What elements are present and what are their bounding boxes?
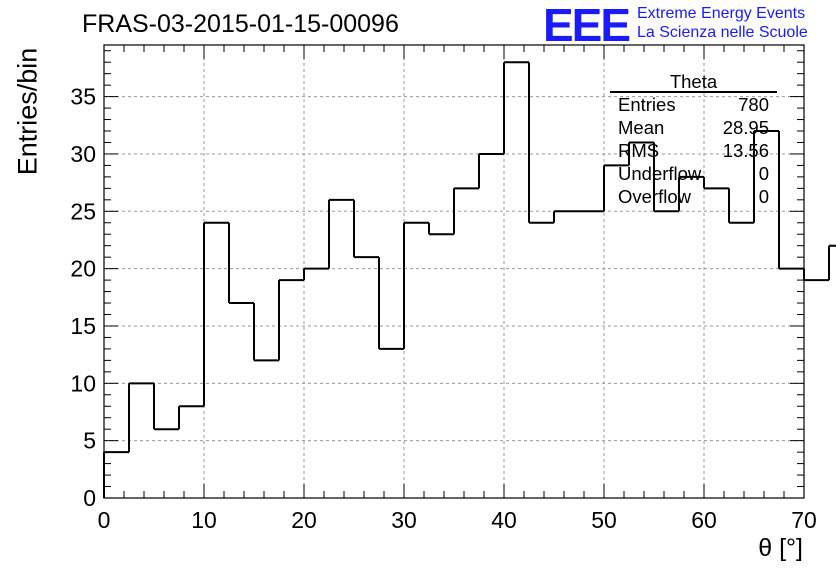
stats-label: Mean bbox=[618, 117, 665, 138]
y-tick-label: 20 bbox=[70, 256, 96, 282]
y-axis-label: Entries/bin bbox=[12, 47, 43, 176]
x-tick-label: 10 bbox=[191, 507, 217, 533]
stats-value: 0 bbox=[758, 186, 769, 207]
histogram-bin bbox=[753, 130, 779, 223]
stats-row: Overflow 0 bbox=[610, 185, 777, 208]
y-tick-label: 25 bbox=[70, 198, 96, 224]
histogram-bin bbox=[503, 61, 529, 154]
histogram-bin bbox=[653, 142, 679, 213]
x-tick-label: 0 bbox=[98, 507, 111, 533]
histogram-bin bbox=[278, 279, 304, 361]
histogram-bin bbox=[178, 405, 204, 430]
stats-label: Underflow bbox=[618, 163, 702, 184]
logo-caption-line2: La Scienza nelle Scuole bbox=[637, 24, 808, 41]
x-tick-label: 20 bbox=[291, 507, 317, 533]
histogram-bin bbox=[603, 164, 629, 212]
x-tick-label: 30 bbox=[391, 507, 417, 533]
histogram-bin bbox=[803, 268, 829, 282]
stats-row: Entries 780 bbox=[610, 93, 777, 116]
histogram-bin bbox=[328, 198, 354, 269]
histogram-bin bbox=[553, 210, 579, 223]
logo-caption-line1: Extreme Energy Events bbox=[637, 5, 806, 22]
histogram-bin bbox=[303, 267, 329, 281]
stats-label: RMS bbox=[618, 140, 660, 161]
x-tick-label: 70 bbox=[791, 507, 817, 533]
histogram-bin bbox=[378, 257, 404, 350]
stats-value: 28.95 bbox=[722, 117, 769, 138]
x-axis-label: θ [°] bbox=[758, 534, 803, 562]
stats-value: 0 bbox=[758, 163, 769, 184]
y-tick-label: 30 bbox=[70, 141, 96, 167]
histogram-bin bbox=[203, 221, 229, 407]
histogram-bin bbox=[728, 188, 754, 224]
histogram-bin bbox=[228, 222, 254, 305]
y-tick-label: 10 bbox=[70, 370, 96, 396]
stats-row: Underflow 0 bbox=[610, 162, 777, 185]
stats-label: Entries bbox=[618, 94, 676, 115]
y-tick-label: 15 bbox=[70, 313, 96, 339]
eee-logo: EEE bbox=[543, 0, 631, 51]
stats-title: Theta bbox=[610, 72, 777, 93]
histogram-bin bbox=[253, 303, 279, 362]
histogram-bin bbox=[403, 221, 429, 349]
run-title: FRAS-03-2015-01-15-00096 bbox=[82, 10, 399, 38]
stats-label: Overflow bbox=[618, 186, 691, 207]
plot-frame bbox=[103, 44, 805, 499]
x-tick-label: 40 bbox=[491, 507, 517, 533]
stats-row: Mean 28.95 bbox=[610, 116, 777, 139]
histogram-bars bbox=[103, 61, 836, 498]
y-tick-labels: 0 5 10 15 20 25 30 35 bbox=[70, 84, 96, 511]
y-tick-label: 35 bbox=[70, 84, 96, 110]
histogram-bin bbox=[153, 383, 179, 431]
histogram-bin bbox=[778, 131, 804, 270]
histogram-bin bbox=[678, 175, 704, 212]
histogram-bin bbox=[128, 382, 154, 453]
stats-box: Theta Entries 780 Mean 28.95 RMS 13.56 Unde… bbox=[610, 72, 777, 208]
histogram-bin bbox=[528, 62, 554, 224]
y-tick-label: 0 bbox=[83, 485, 96, 511]
histogram-bin bbox=[453, 187, 479, 235]
histogram-bin bbox=[353, 199, 379, 259]
x-tick-labels: 0 10 20 30 40 50 60 70 bbox=[98, 507, 817, 533]
y-tick-label: 5 bbox=[83, 428, 96, 454]
stats-value: 780 bbox=[738, 94, 769, 115]
histogram-bin bbox=[828, 244, 836, 281]
histogram-bin bbox=[428, 222, 454, 236]
axis-ticks bbox=[103, 45, 805, 499]
histogram-bin bbox=[703, 176, 729, 190]
stats-value: 13.56 bbox=[722, 140, 769, 161]
histogram-bin bbox=[628, 141, 654, 166]
stats-row: RMS 13.56 bbox=[610, 139, 777, 162]
x-tick-label: 60 bbox=[691, 507, 717, 533]
logo-caption: Extreme Energy Events La Scienza nelle S… bbox=[637, 4, 808, 42]
histogram-bin bbox=[478, 152, 504, 189]
x-tick-label: 50 bbox=[591, 507, 617, 533]
